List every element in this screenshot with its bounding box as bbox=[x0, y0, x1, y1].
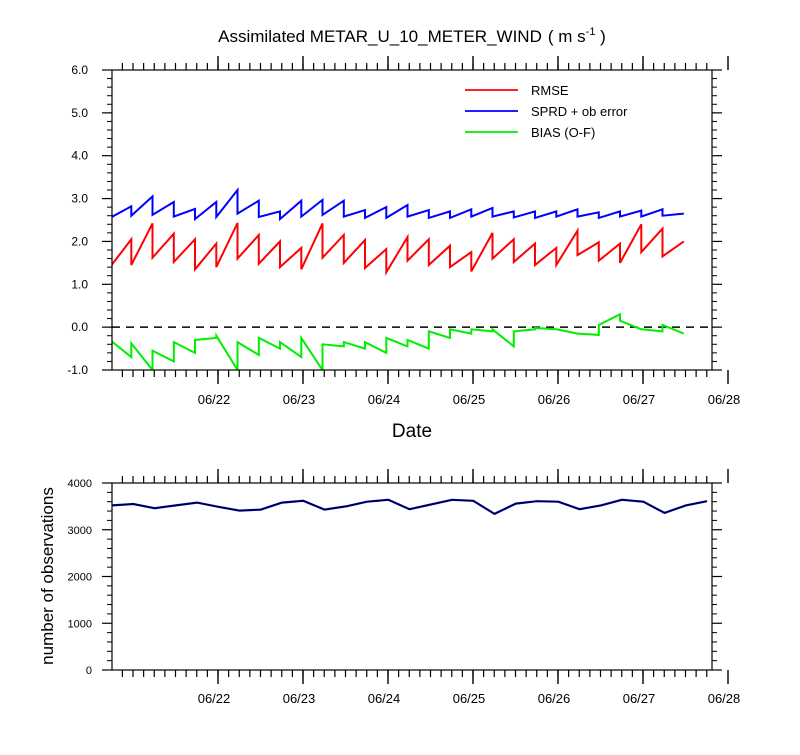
y-tick-label: -1.0 bbox=[67, 363, 88, 377]
y-tick-label: 4000 bbox=[68, 478, 92, 490]
x-tick-label: 06/28 bbox=[708, 392, 741, 407]
y-tick-label: 3.0 bbox=[71, 192, 88, 206]
x-tick-label: 06/22 bbox=[198, 392, 231, 407]
legend-label: RMSE bbox=[531, 83, 569, 98]
y-axis-label: number of observations bbox=[38, 487, 57, 665]
legend-label: BIAS (O-F) bbox=[531, 125, 595, 140]
y-tick-label: 5.0 bbox=[71, 106, 88, 120]
x-axis-label: Date bbox=[392, 421, 432, 442]
top-axis-ticks bbox=[102, 56, 729, 384]
y-tick-label: 2000 bbox=[68, 572, 92, 584]
x-tick-label: 06/24 bbox=[368, 392, 401, 407]
y-tick-label: 0 bbox=[86, 665, 92, 677]
top-plot-frame bbox=[111, 69, 713, 371]
obs-used-line bbox=[111, 499, 708, 515]
bottom-axis-ticks bbox=[102, 469, 729, 684]
top-axis-labels: 06/22 06/23 06/24 06/25 06/26 06/27 06/28 -1.0 0… bbox=[67, 63, 740, 407]
x-tick-label: 06/27 bbox=[623, 392, 656, 407]
chart-title-units-exp: -1 bbox=[586, 26, 596, 38]
spread-line bbox=[112, 187, 684, 222]
chart-title: Assimilated METAR_U_10_METER_WIND ( m s-1… bbox=[218, 26, 606, 46]
rmse-line bbox=[112, 222, 685, 276]
x-tick-label: 06/22 bbox=[198, 691, 231, 706]
x-tick-label: 06/26 bbox=[538, 392, 571, 407]
error-stats-panel: 06/22 06/23 06/24 06/25 06/26 06/27 06/28 -1.0 0… bbox=[67, 56, 740, 442]
y-tick-label: 0.0 bbox=[71, 320, 88, 334]
observation-series bbox=[111, 498, 708, 516]
bottom-plot-frame bbox=[111, 482, 713, 671]
x-tick-label: 06/27 bbox=[623, 691, 656, 706]
x-tick-label: 06/24 bbox=[368, 691, 401, 706]
observation-count-panel: 06/22 06/23 06/24 06/25 06/26 06/27 06/28 0 1000… bbox=[38, 469, 740, 706]
obs-possible-line bbox=[111, 498, 708, 516]
x-tick-label: 06/23 bbox=[283, 392, 316, 407]
y-tick-label: 3000 bbox=[68, 525, 92, 537]
chart-title-units-open: ( m s bbox=[548, 27, 586, 46]
legend: RMSE SPRD + ob error BIAS (O-F) bbox=[465, 83, 628, 140]
y-tick-label: 2.0 bbox=[71, 234, 88, 248]
x-tick-label: 06/25 bbox=[453, 392, 486, 407]
chart-title-main: Assimilated METAR_U_10_METER_WIND bbox=[218, 27, 542, 46]
bias-line bbox=[112, 312, 685, 370]
y-tick-label: 6.0 bbox=[71, 63, 88, 77]
y-tick-label: 1.0 bbox=[71, 277, 88, 291]
bottom-axis-labels: 06/22 06/23 06/24 06/25 06/26 06/27 06/28 0 1000… bbox=[68, 478, 741, 706]
y-tick-label: 1000 bbox=[68, 618, 92, 630]
y-tick-label: 4.0 bbox=[71, 149, 88, 163]
x-tick-label: 06/25 bbox=[453, 691, 486, 706]
legend-label: SPRD + ob error bbox=[531, 104, 628, 119]
x-tick-label: 06/28 bbox=[708, 691, 741, 706]
x-tick-label: 06/26 bbox=[538, 691, 571, 706]
error-series bbox=[112, 187, 685, 370]
chart-title-units-close: ) bbox=[595, 27, 605, 46]
x-tick-label: 06/23 bbox=[283, 691, 316, 706]
